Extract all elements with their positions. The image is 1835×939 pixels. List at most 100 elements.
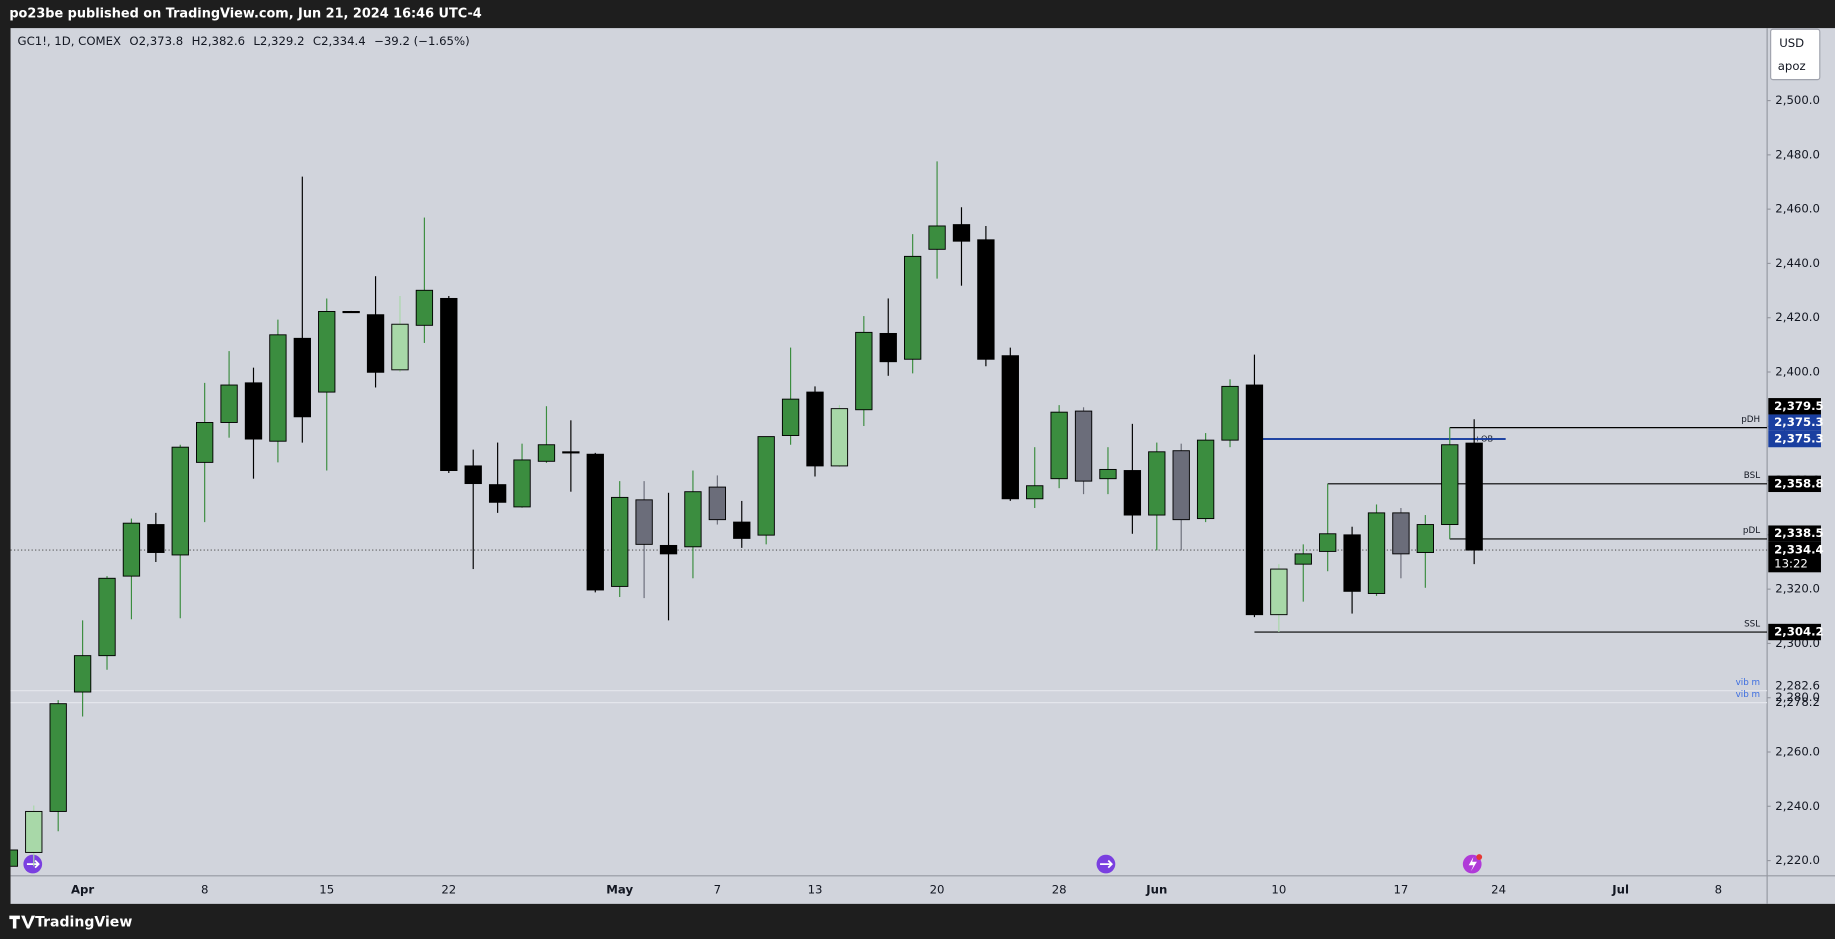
event-icon-glyph bbox=[26, 859, 40, 869]
y-tick-label: 2,440.0 bbox=[1775, 256, 1820, 270]
y-tick-label: 2,400.0 bbox=[1775, 364, 1820, 378]
candle-body bbox=[806, 391, 824, 467]
x-tick-label: 7 bbox=[714, 882, 721, 896]
y-tick-label: 2,420.0 bbox=[1775, 310, 1820, 324]
candle-body bbox=[1196, 439, 1215, 520]
price-label-box bbox=[1768, 475, 1821, 493]
candle-body bbox=[244, 382, 263, 440]
price-label-box bbox=[1768, 623, 1821, 641]
candle-body bbox=[1294, 553, 1312, 565]
candle-body bbox=[1416, 524, 1434, 553]
candle-body bbox=[342, 311, 360, 314]
level-name: pDH bbox=[1741, 415, 1760, 425]
candle-body bbox=[1026, 485, 1044, 500]
candle-body bbox=[928, 225, 946, 250]
candle-body bbox=[366, 314, 385, 373]
candle-body bbox=[952, 224, 971, 242]
symbol-legend: GC1!, 1D, COMEX O2,373.8 H2,382.6 L2,329… bbox=[18, 33, 470, 47]
candle-body bbox=[586, 453, 604, 591]
candle-body bbox=[855, 331, 873, 411]
candle-body bbox=[1465, 442, 1483, 551]
candle-body bbox=[537, 444, 556, 462]
candle-body bbox=[171, 446, 189, 556]
level-name: vib m bbox=[1736, 678, 1761, 688]
candle-body bbox=[220, 384, 238, 423]
x-tick-label: 8 bbox=[1715, 882, 1722, 896]
candle-body bbox=[659, 544, 678, 555]
candle-body bbox=[391, 323, 409, 371]
x-tick-label: 24 bbox=[1491, 882, 1506, 896]
candle-body bbox=[830, 408, 849, 467]
event-icons bbox=[23, 854, 1483, 874]
candle-body bbox=[1319, 533, 1337, 552]
x-tick-label: 13 bbox=[808, 882, 823, 896]
candle-body bbox=[757, 436, 775, 536]
x-tick-label: 10 bbox=[1271, 882, 1286, 896]
candle-body bbox=[25, 810, 43, 853]
candle-body bbox=[733, 521, 751, 539]
x-tick-label: Jul bbox=[1611, 882, 1629, 896]
countdown: 13:22 bbox=[1774, 557, 1808, 571]
candle-body bbox=[1172, 450, 1190, 521]
candle-body bbox=[488, 484, 507, 503]
candle-body bbox=[1367, 512, 1386, 594]
x-tick-label: 8 bbox=[201, 882, 208, 896]
candle-body bbox=[611, 496, 629, 587]
candle-body bbox=[562, 451, 580, 454]
candle-body bbox=[122, 522, 141, 577]
y-tick-label: 2,280.0 bbox=[1775, 690, 1820, 704]
candle-body bbox=[1050, 411, 1068, 480]
candle-body bbox=[781, 398, 800, 436]
level-name: vib m bbox=[1736, 690, 1761, 700]
level-name: BSL bbox=[1744, 471, 1760, 481]
price-label-box bbox=[1768, 414, 1821, 431]
y-tick-label: 2,320.0 bbox=[1775, 582, 1820, 596]
x-tick-label: 28 bbox=[1052, 882, 1067, 896]
price-label-box bbox=[1768, 430, 1821, 448]
price-label: 2,375.3 bbox=[1774, 432, 1824, 446]
y-tick-label: 2,500.0 bbox=[1775, 93, 1820, 107]
candle-body bbox=[293, 337, 311, 418]
x-tick-label: May bbox=[606, 882, 633, 896]
brand-logo bbox=[9, 915, 36, 929]
price-label-box bbox=[1768, 398, 1821, 415]
legend-symbol: GC1!, 1D, COMEX bbox=[18, 33, 121, 47]
candle-body bbox=[1074, 410, 1093, 482]
chart-background bbox=[10, 28, 1835, 904]
y-tick-label: 2,220.0 bbox=[1775, 853, 1820, 867]
candle-body bbox=[464, 465, 482, 485]
scale-box[interactable] bbox=[1770, 28, 1821, 81]
price-label: 2,375.3 bbox=[1774, 415, 1824, 429]
publisher-line: po23be published on TradingView.com, Jun… bbox=[9, 7, 481, 22]
candle-body bbox=[879, 332, 897, 363]
candle-body bbox=[513, 459, 531, 508]
candle-body bbox=[1001, 355, 1019, 500]
x-tick-label: 20 bbox=[930, 882, 945, 896]
currency: USD bbox=[1779, 36, 1804, 50]
candle-body bbox=[73, 655, 92, 693]
x-tick-label: 15 bbox=[319, 882, 334, 896]
candle-body bbox=[708, 486, 727, 521]
candle-body bbox=[10, 849, 19, 867]
candle-body bbox=[318, 311, 336, 393]
price-label: 2,379.5 bbox=[1774, 399, 1824, 413]
candle-body bbox=[440, 297, 458, 471]
legend-change: −39.2 (−1.65%) bbox=[374, 33, 470, 47]
candle-body bbox=[635, 499, 653, 545]
price-label: 2,282.6 bbox=[1775, 679, 1820, 693]
price-label-box bbox=[1768, 525, 1821, 542]
y-tick-label: 2,480.0 bbox=[1775, 147, 1820, 161]
last-price-box bbox=[1768, 541, 1821, 573]
x-tick-label: Apr bbox=[71, 882, 94, 896]
brand: TradingView bbox=[35, 915, 132, 931]
legend-open: O2,373.8 bbox=[129, 33, 183, 47]
price-label: 2,304.2 bbox=[1774, 625, 1824, 639]
candle-body bbox=[684, 491, 702, 548]
candle-body bbox=[147, 524, 165, 553]
candle-body bbox=[1221, 385, 1239, 441]
event-icon-glyph bbox=[1468, 857, 1477, 872]
y-tick-label: 2,260.0 bbox=[1775, 745, 1820, 759]
candle-body bbox=[269, 334, 287, 442]
candle-body bbox=[903, 255, 922, 360]
